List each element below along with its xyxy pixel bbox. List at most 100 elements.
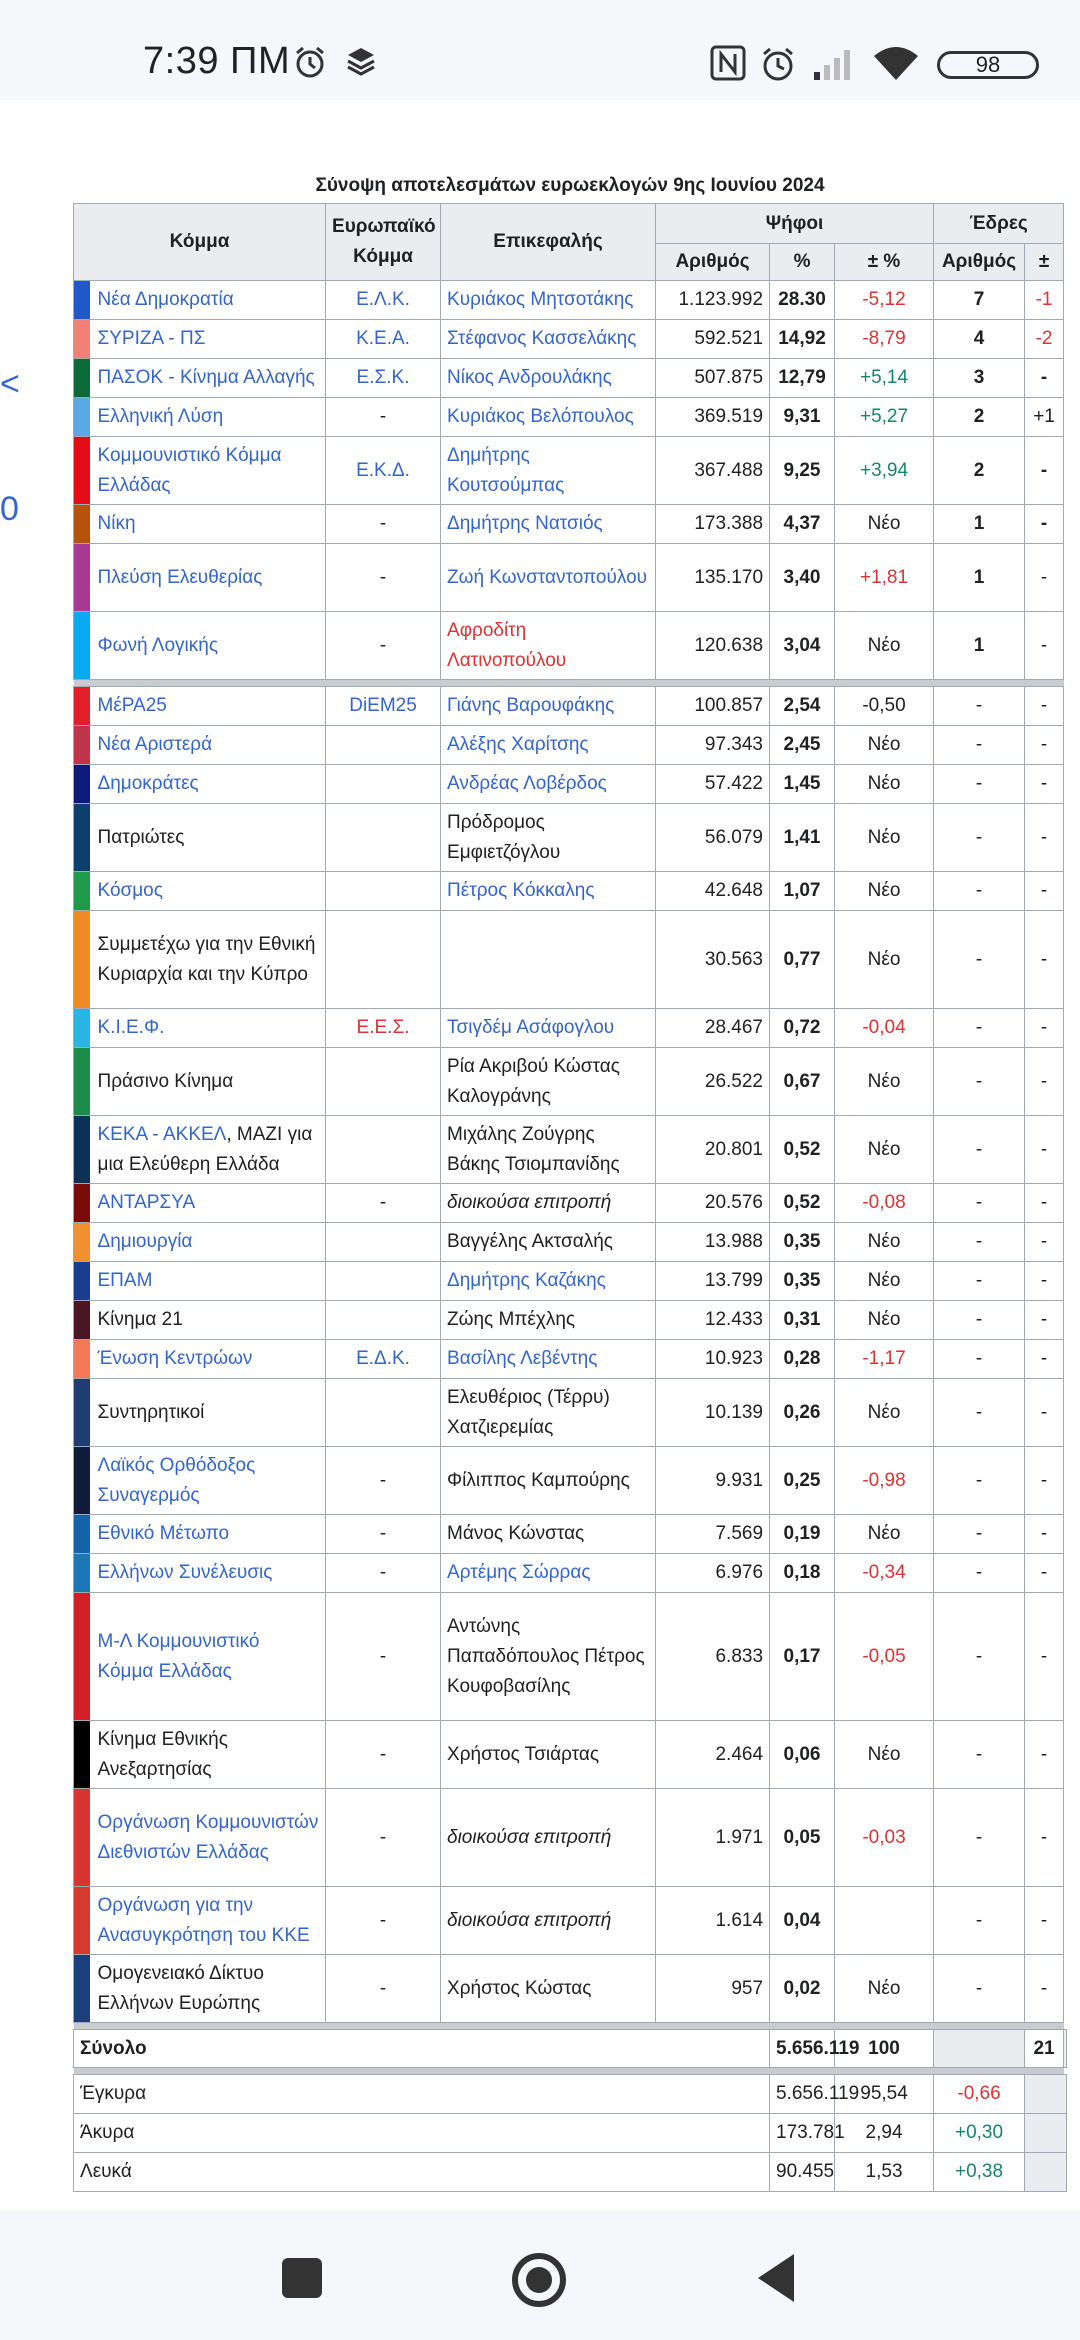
- leader[interactable]: Ζωή Κωνσταντοπούλου: [440, 543, 657, 612]
- leader[interactable]: Ανδρέας Λοβέρδος: [440, 764, 657, 804]
- party-name: Πράσινο Κίνημα: [89, 1047, 327, 1116]
- party-name[interactable]: Λαϊκός Ορθόδοξος Συναγερμός: [89, 1446, 327, 1515]
- leader[interactable]: Γιάνης Βαρουφάκης: [440, 686, 657, 726]
- party-name-text[interactable]: Δημιουργία: [97, 1231, 193, 1252]
- party-name[interactable]: Δημοκράτες: [89, 764, 327, 804]
- leader[interactable]: Αρτέμης Σώρρας: [440, 1553, 657, 1593]
- party-name[interactable]: Κομμουνιστικό Κόμμα Ελλάδας: [89, 436, 327, 505]
- party-name[interactable]: Μ-Λ Κομμουνιστικό Κόμμα Ελλάδας: [89, 1592, 327, 1721]
- party-name[interactable]: ΣΥΡΙΖΑ - ΠΣ: [89, 319, 327, 359]
- party-name[interactable]: Ένωση Κεντρώων: [89, 1339, 327, 1379]
- leader[interactable]: Κυριάκος Μητσοτάκης: [440, 280, 657, 320]
- leader[interactable]: Κυριάκος Βελόπουλος: [440, 397, 657, 437]
- leader[interactable]: Δημήτρης Καζάκης: [440, 1261, 657, 1301]
- party-name[interactable]: Οργάνωση Κομμουνιστών Διεθνιστών Ελλάδας: [89, 1788, 327, 1887]
- party-name[interactable]: ΠΑΣΟΚ - Κίνημα Αλλαγής: [89, 358, 327, 398]
- votes-change: Νέο: [834, 611, 935, 680]
- euro-party[interactable]: Ε.Κ.Δ.: [325, 436, 442, 505]
- votes-change: Νέο: [834, 1954, 935, 2023]
- leader[interactable]: Δημήτρης Κουτσούμπας: [440, 436, 657, 505]
- party-name[interactable]: ΜέΡΑ25: [89, 686, 327, 726]
- leader[interactable]: Βασίλης Λεβέντης: [440, 1339, 657, 1379]
- party-name[interactable]: Εθνικό Μέτωπο: [89, 1514, 327, 1554]
- total-change-empty: [933, 2029, 1026, 2068]
- party-name-text[interactable]: Οργάνωση Κομμουνιστών Διεθνιστών Ελλάδας: [97, 1811, 319, 1863]
- party-name-text[interactable]: Ελλήνων Συνέλευσις: [97, 1562, 273, 1583]
- party-name-text[interactable]: Πλεύση Ελευθερίας: [97, 566, 263, 588]
- euro-party[interactable]: Ε.Ε.Σ.: [325, 1008, 442, 1048]
- euro-party[interactable]: DiEM25: [325, 686, 442, 726]
- seats-number: 1: [933, 611, 1026, 680]
- euro-party[interactable]: Κ.Ε.Α.: [325, 319, 442, 359]
- seats-number: -: [933, 1300, 1026, 1340]
- header-seats-change[interactable]: ±: [1024, 243, 1065, 281]
- euro-party: -: [325, 611, 442, 680]
- party-name-text[interactable]: ΚΕΚΑ - ΑΚΚΕΛ: [97, 1123, 227, 1145]
- leader[interactable]: Στέφανος Κασσελάκης: [440, 319, 657, 359]
- party-name-text[interactable]: Λαϊκός Ορθόδοξος Συναγερμός: [97, 1454, 256, 1506]
- party-name[interactable]: Οργάνωση για την Ανασυγκρότηση του ΚΚΕ: [89, 1886, 327, 1955]
- party-name-text[interactable]: Οργάνωση για την Ανασυγκρότηση του ΚΚΕ: [97, 1894, 310, 1946]
- leader[interactable]: Αλέξης Χαρίτσης: [440, 725, 657, 765]
- party-name[interactable]: ΚΕΚΑ - ΑΚΚΕΛ, ΜΑΖΙ για μια Ελεύθερη Ελλά…: [89, 1115, 327, 1184]
- party-name-text[interactable]: Φωνή Λογικής: [97, 634, 219, 656]
- party-name-text[interactable]: ΣΥΡΙΖΑ - ΠΣ: [97, 328, 206, 349]
- header-votes-number[interactable]: Αριθμός: [655, 243, 771, 281]
- header-seats-number[interactable]: Αριθμός: [933, 243, 1026, 281]
- party-name[interactable]: Ελλήνων Συνέλευσις: [89, 1553, 327, 1593]
- party-name-text[interactable]: Εθνικό Μέτωπο: [97, 1523, 230, 1544]
- header-euro-party[interactable]: Ευρωπαϊκό Κόμμα: [325, 203, 442, 281]
- euro-party[interactable]: Ε.Λ.Κ.: [325, 280, 442, 320]
- votes-change: Νέο: [834, 725, 935, 765]
- party-name[interactable]: Νέα Αριστερά: [89, 725, 327, 765]
- header-leader[interactable]: Επικεφαλής: [440, 203, 657, 281]
- party-name[interactable]: Ελληνική Λύση: [89, 397, 327, 437]
- party-name[interactable]: Φωνή Λογικής: [89, 611, 327, 680]
- party-name-text[interactable]: Ένωση Κεντρώων: [97, 1348, 253, 1369]
- leader[interactable]: Νίκος Ανδρουλάκης: [440, 358, 657, 398]
- recents-button[interactable]: [282, 2258, 322, 2298]
- home-button[interactable]: [512, 2253, 566, 2307]
- leader[interactable]: Αφροδίτη Λατινοπούλου: [440, 611, 657, 680]
- party-name-text[interactable]: Κομμουνιστικό Κόμμα Ελλάδας: [97, 444, 282, 496]
- party-name[interactable]: Κόσμος: [89, 871, 327, 911]
- party-name-text[interactable]: Ελληνική Λύση: [97, 406, 224, 427]
- layers-icon: [347, 48, 375, 76]
- leader[interactable]: Πέτρος Κόκκαλης: [440, 871, 657, 911]
- header-party[interactable]: Κόμμα: [73, 203, 327, 281]
- leader: Αντώνης Παπαδόπουλος Πέτρος Κουφοβασίλης: [440, 1592, 657, 1721]
- header-votes-pct[interactable]: %: [769, 243, 836, 281]
- party-name[interactable]: Νίκη: [89, 504, 327, 544]
- party-name-text[interactable]: Νέα Δημοκρατία: [97, 289, 234, 310]
- party-name[interactable]: Δημιουργία: [89, 1222, 327, 1262]
- party-name[interactable]: ΕΠΑΜ: [89, 1261, 327, 1301]
- party-name-text[interactable]: Νίκη: [97, 513, 136, 534]
- leader: Χρήστος Τσιάρτας: [440, 1720, 657, 1789]
- leader[interactable]: Δημήτρης Νατσιός: [440, 504, 657, 544]
- party-name-text[interactable]: ΠΑΣΟΚ - Κίνημα Αλλαγής: [97, 367, 315, 388]
- leader[interactable]: Τσιγδέμ Ασάφογλου: [440, 1008, 657, 1048]
- votes-change: Νέο: [834, 910, 935, 1009]
- party-name[interactable]: Κ.Ι.Ε.Φ.: [89, 1008, 327, 1048]
- party-name-text[interactable]: Νέα Αριστερά: [97, 734, 213, 755]
- party-name[interactable]: Πλεύση Ελευθερίας: [89, 543, 327, 612]
- party-name-text[interactable]: ΕΠΑΜ: [97, 1270, 153, 1291]
- euro-party[interactable]: Ε.Δ.Κ.: [325, 1339, 442, 1379]
- party-name-text[interactable]: ΜέΡΑ25: [97, 695, 167, 716]
- party-name-text[interactable]: Κόσμος: [97, 880, 163, 901]
- back-button[interactable]: [758, 2254, 794, 2302]
- euro-party: [325, 1115, 442, 1184]
- party-name[interactable]: Νέα Δημοκρατία: [89, 280, 327, 320]
- table-row: Πράσινο Κίνημα Ρία Ακριβού Κώστας Καλογρά…: [73, 1047, 1067, 1116]
- party-name-text[interactable]: Κ.Ι.Ε.Φ.: [97, 1017, 165, 1038]
- status-time: 7:39 ΠΜ: [143, 40, 291, 82]
- party-name[interactable]: ΑΝΤΑΡΣΥΑ: [89, 1183, 327, 1223]
- votes-change: Νέο: [834, 504, 935, 544]
- header-votes-change[interactable]: ± %: [834, 243, 935, 281]
- party-color-bar: [73, 871, 90, 911]
- party-name-text[interactable]: ΑΝΤΑΡΣΥΑ: [97, 1192, 196, 1213]
- leader: διοικούσα επιτροπή: [440, 1788, 657, 1887]
- party-name-text[interactable]: Μ-Λ Κομμουνιστικό Κόμμα Ελλάδας: [97, 1630, 260, 1682]
- party-name-text[interactable]: Δημοκράτες: [97, 773, 199, 794]
- euro-party[interactable]: Ε.Σ.Κ.: [325, 358, 442, 398]
